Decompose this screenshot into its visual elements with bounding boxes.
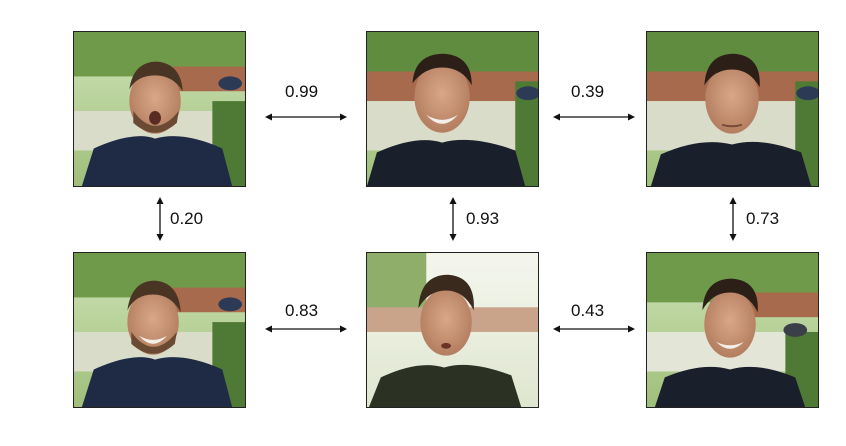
score-c3-r1-r2: 0.73 <box>746 209 780 228</box>
face-photo-r2c1 <box>73 252 246 408</box>
score-r1-c1-c2: 0.99 <box>285 82 319 101</box>
score-r2-c2-c3: 0.43 <box>571 301 605 320</box>
face-photo-r2c2 <box>366 252 539 408</box>
double-arrow-vertical-icon <box>155 197 165 241</box>
double-arrow-vertical-icon <box>448 197 458 241</box>
double-arrow-vertical-icon <box>728 197 738 241</box>
score-c1-r1-r2: 0.20 <box>170 209 204 228</box>
face-photo-r1c3 <box>646 31 819 187</box>
face-image-laughing <box>74 253 245 407</box>
face-photo-r1c2 <box>366 31 539 187</box>
double-arrow-horizontal-icon <box>553 112 635 122</box>
double-arrow-horizontal-icon <box>265 324 347 334</box>
face-image-smiling <box>367 32 538 186</box>
score-r1-c2-c3: 0.39 <box>571 82 605 101</box>
score-r2-c1-c2: 0.83 <box>285 301 319 320</box>
double-arrow-horizontal-icon <box>553 324 635 334</box>
face-image-surprised <box>74 32 245 186</box>
face-image-smiling-bright <box>647 253 818 407</box>
face-image-talking <box>367 253 538 407</box>
face-image-neutral <box>647 32 818 186</box>
score-c2-r1-r2: 0.93 <box>466 209 500 228</box>
face-photo-r2c3 <box>646 252 819 408</box>
face-photo-r1c1 <box>73 31 246 187</box>
double-arrow-horizontal-icon <box>265 112 347 122</box>
